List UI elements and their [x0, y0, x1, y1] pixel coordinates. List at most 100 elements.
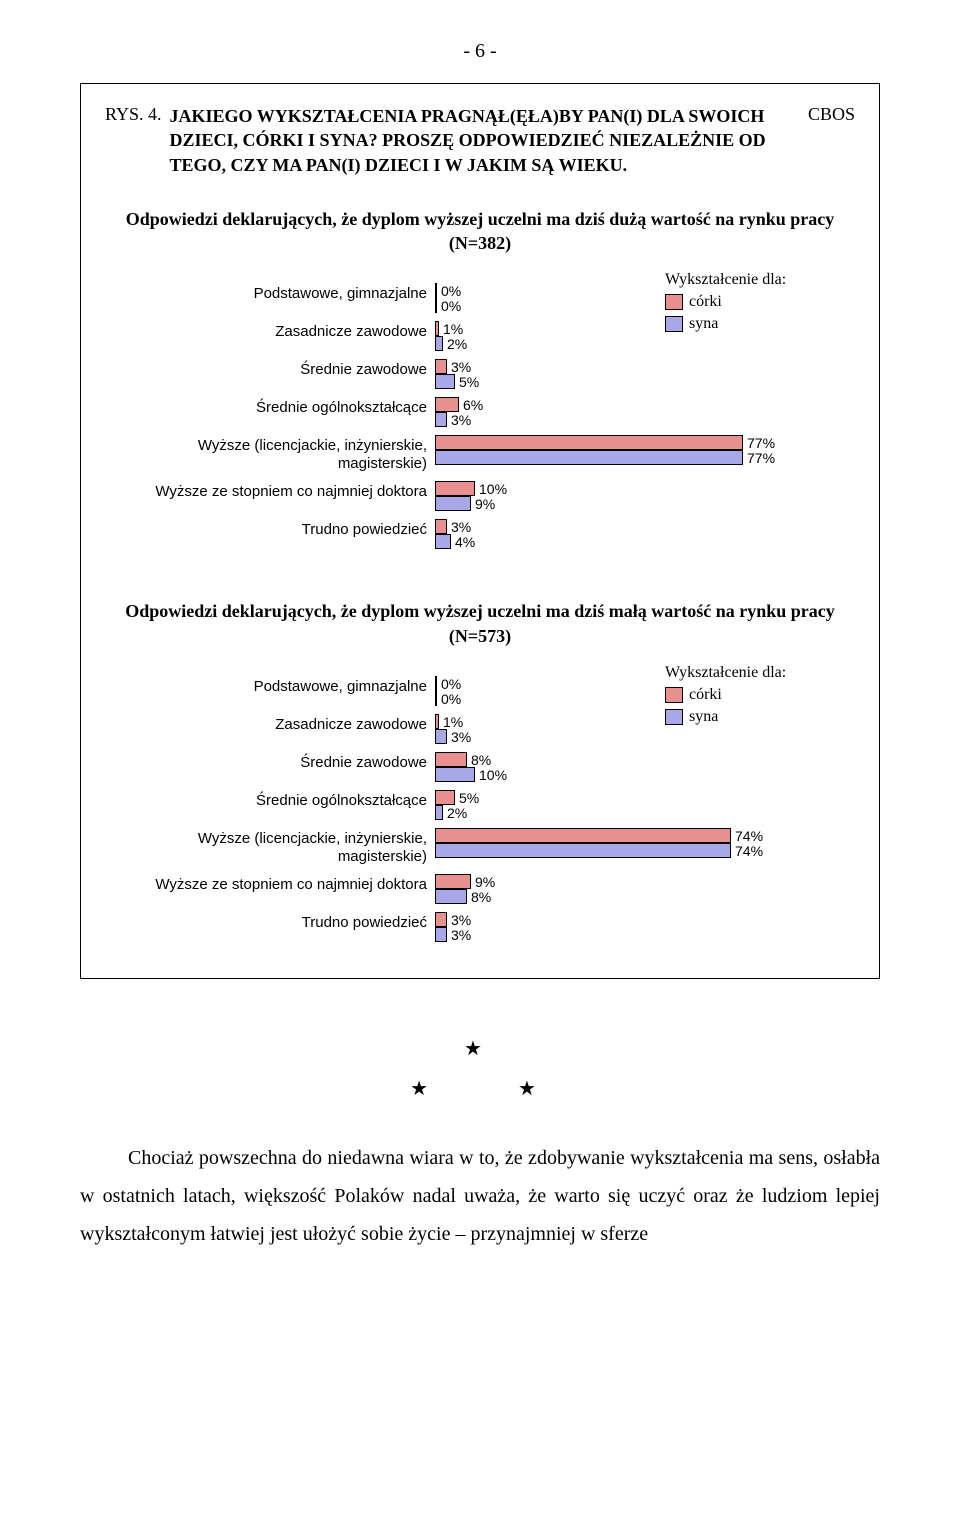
chart1: Wykształcenie dla: córki syna Podstawowe… — [105, 271, 855, 549]
pct-corki: 3% — [451, 359, 471, 375]
row-label: Podstawowe, gimnazjalne — [105, 676, 435, 696]
bar-syna — [435, 534, 451, 549]
row-label: Wyższe ze stopniem co najmniej doktora — [105, 874, 435, 894]
figure-label: RYS. 4. — [105, 104, 162, 125]
pct-syna: 0% — [441, 298, 461, 314]
bar-corki — [435, 828, 731, 843]
bar-corki — [435, 676, 437, 691]
chart-row: Wyższe (licencjackie, inżynierskie, magi… — [105, 435, 855, 473]
pct-syna: 2% — [447, 805, 467, 821]
bar-corki — [435, 519, 447, 534]
chart1-title: Odpowiedzi deklarujących, że dyplom wyżs… — [105, 207, 855, 256]
bar-corki — [435, 790, 455, 805]
row-label: Średnie zawodowe — [105, 359, 435, 379]
chart-row: Trudno powiedzieć 3%3% — [105, 912, 855, 942]
figure-box: RYS. 4. JAKIEGO WYKSZTAŁCENIA PRAGNĄŁ(ĘŁ… — [80, 83, 880, 979]
pct-syna: 3% — [451, 412, 471, 428]
pct-corki: 1% — [443, 321, 463, 337]
pct-syna: 4% — [455, 534, 475, 550]
bar-syna — [435, 412, 447, 427]
row-label: Średnie zawodowe — [105, 752, 435, 772]
legend-swatch-corki — [665, 294, 683, 310]
chart-row: Wyższe ze stopniem co najmniej doktora 9%… — [105, 874, 855, 904]
pct-corki: 6% — [463, 397, 483, 413]
page: - 6 - RYS. 4. JAKIEGO WYKSZTAŁCENIA PRAG… — [0, 0, 960, 1333]
row-label: Wyższe ze stopniem co najmniej doktora — [105, 481, 435, 501]
pct-corki: 1% — [443, 714, 463, 730]
chart-row: Średnie zawodowe 8%10% — [105, 752, 855, 782]
chart-row: Wyższe ze stopniem co najmniej doktora 10… — [105, 481, 855, 511]
cbos-label: CBOS — [808, 104, 855, 125]
bar-syna — [435, 805, 443, 820]
legend-swatch-syna — [665, 709, 683, 725]
bar-corki — [435, 714, 439, 729]
legend-label-corki: córki — [689, 686, 722, 704]
chart-row: Średnie zawodowe 3%5% — [105, 359, 855, 389]
pct-corki: 3% — [451, 519, 471, 535]
bar-syna — [435, 767, 475, 782]
page-number: - 6 - — [80, 40, 880, 63]
row-label: Podstawowe, gimnazjalne — [105, 283, 435, 303]
bar-syna — [435, 374, 455, 389]
pct-syna: 0% — [441, 691, 461, 707]
pct-corki: 9% — [475, 874, 495, 890]
legend-swatch-syna — [665, 316, 683, 332]
row-label: Zasadnicze zawodowe — [105, 714, 435, 734]
legend-label-syna: syna — [689, 315, 718, 333]
bar-syna — [435, 336, 443, 351]
bar-syna — [435, 729, 447, 744]
row-label: Wyższe (licencjackie, inżynierskie, magi… — [105, 828, 435, 866]
bar-syna — [435, 691, 437, 706]
bar-syna — [435, 927, 447, 942]
row-label: Zasadnicze zawodowe — [105, 321, 435, 341]
bar-corki — [435, 435, 743, 450]
bar-syna — [435, 496, 471, 511]
bar-corki — [435, 359, 447, 374]
bar-corki — [435, 397, 459, 412]
bar-corki — [435, 912, 447, 927]
bar-corki — [435, 752, 467, 767]
chart-row: Trudno powiedzieć 3%4% — [105, 519, 855, 549]
bar-syna — [435, 843, 731, 858]
chart-row: Średnie ogólnokształcące 6%3% — [105, 397, 855, 427]
pct-corki: 3% — [451, 912, 471, 928]
chart-row: Wyższe (licencjackie, inżynierskie, magi… — [105, 828, 855, 866]
bar-syna — [435, 450, 743, 465]
legend-swatch-corki — [665, 687, 683, 703]
pct-corki: 10% — [479, 481, 507, 497]
row-label: Trudno powiedzieć — [105, 912, 435, 932]
pct-syna: 8% — [471, 889, 491, 905]
row-label: Trudno powiedzieć — [105, 519, 435, 539]
pct-corki: 0% — [441, 283, 461, 299]
pct-corki: 0% — [441, 676, 461, 692]
pct-syna: 5% — [459, 374, 479, 390]
chart2-title: Odpowiedzi deklarujących, że dyplom wyżs… — [105, 599, 855, 648]
pct-syna: 74% — [735, 843, 763, 859]
legend-title: Wykształcenie dla: — [665, 664, 786, 682]
pct-corki: 74% — [735, 828, 763, 844]
body-paragraph: Chociaż powszechna do niedawna wiara w t… — [80, 1139, 880, 1253]
star-separator: ★ ★ ★ — [80, 1029, 880, 1109]
pct-corki: 77% — [747, 435, 775, 451]
row-label: Wyższe (licencjackie, inżynierskie, magi… — [105, 435, 435, 473]
legend-title: Wykształcenie dla: — [665, 271, 786, 289]
bar-corki — [435, 321, 439, 336]
row-label: Średnie ogólnokształcące — [105, 397, 435, 417]
pct-syna: 3% — [451, 927, 471, 943]
chart2: Wykształcenie dla: córki syna Podstawowe… — [105, 664, 855, 942]
pct-syna: 2% — [447, 336, 467, 352]
bar-syna — [435, 889, 467, 904]
chart2-legend: Wykształcenie dla: córki syna — [665, 664, 786, 726]
legend-label-corki: córki — [689, 293, 722, 311]
pct-corki: 8% — [471, 752, 491, 768]
row-label: Średnie ogólnokształcące — [105, 790, 435, 810]
legend-label-syna: syna — [689, 708, 718, 726]
bar-corki — [435, 481, 475, 496]
chart1-legend: Wykształcenie dla: córki syna — [665, 271, 786, 333]
bar-corki — [435, 874, 471, 889]
bar-syna — [435, 298, 437, 313]
figure-title: JAKIEGO WYKSZTAŁCENIA PRAGNĄŁ(ĘŁA)BY PAN… — [170, 104, 788, 177]
pct-syna: 3% — [451, 729, 471, 745]
pct-syna: 10% — [479, 767, 507, 783]
chart-row: Średnie ogólnokształcące5%2% — [105, 790, 855, 820]
